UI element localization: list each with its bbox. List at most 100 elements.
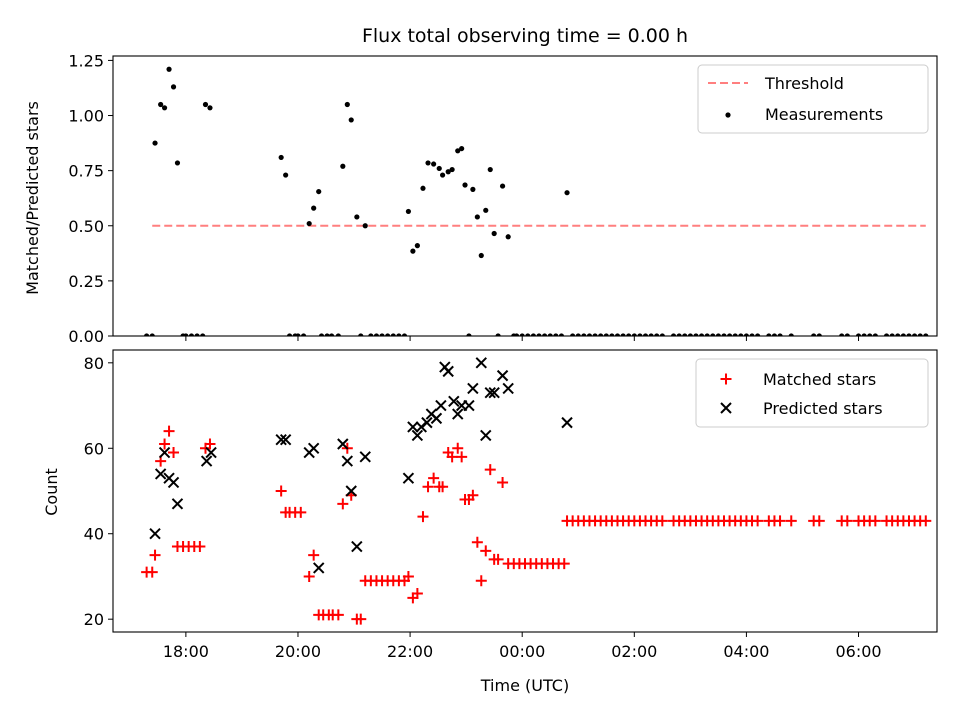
measurement-point <box>726 333 733 336</box>
measurement-point <box>710 333 716 336</box>
bottom-x-tick-label: 00:00 <box>499 642 545 661</box>
measurement-point <box>558 333 565 336</box>
measurement-point <box>872 333 878 336</box>
matched-star-point <box>484 464 496 476</box>
bottom-y-tick-label: 60 <box>84 439 104 458</box>
measurement-point <box>414 243 420 249</box>
measurement-point <box>278 154 284 161</box>
measurement-point <box>368 333 374 336</box>
measurement-point <box>743 333 750 336</box>
predicted-star-point <box>421 416 433 429</box>
measurement-point <box>542 333 548 336</box>
measurement-point <box>839 333 845 336</box>
measurement-point <box>466 333 472 336</box>
matched-star-point <box>411 588 423 600</box>
measurement-point <box>738 333 744 336</box>
measurement-point <box>564 190 570 196</box>
predicted-star-point <box>154 468 167 480</box>
matched-star-point <box>149 549 161 561</box>
legend-measurements-swatch <box>725 112 731 118</box>
matched-star-point <box>422 481 434 493</box>
measurement-point <box>637 333 643 336</box>
matched-star-point <box>303 570 315 582</box>
measurement-point <box>329 333 335 336</box>
matched-stars-points <box>141 425 932 625</box>
matched-star-point <box>480 545 492 557</box>
measurement-point <box>749 333 755 336</box>
measurement-point <box>362 223 368 229</box>
measurement-point <box>844 333 850 336</box>
measurement-point <box>811 333 817 336</box>
predicted-star-point <box>171 498 184 510</box>
measurement-point <box>200 333 206 336</box>
measurement-point <box>318 333 325 336</box>
measurement-point <box>300 333 307 336</box>
predicted-star-point <box>484 387 496 399</box>
predicted-star-point <box>496 369 509 382</box>
measurement-point <box>425 160 431 166</box>
measurement-point <box>152 140 158 146</box>
predicted-star-point <box>463 399 475 412</box>
bottom-legend-box <box>695 358 929 428</box>
measurement-point <box>505 234 511 240</box>
measurement-point <box>777 333 783 336</box>
measurement-point <box>170 84 177 90</box>
measurement-point <box>405 208 412 215</box>
measurement-point <box>693 333 699 336</box>
measurement-point <box>445 169 451 175</box>
matched-star-point <box>308 549 320 561</box>
matched-star-point <box>163 425 175 437</box>
measurement-point <box>614 333 621 336</box>
top-y-tick-label: 1.00 <box>68 107 104 126</box>
matched-star-point <box>332 609 344 621</box>
measurement-point <box>732 333 738 336</box>
measurement-point <box>704 333 710 336</box>
matched-star-point <box>337 498 349 510</box>
measurement-point <box>144 333 150 336</box>
matched-star-point <box>437 481 449 493</box>
matched-star-point <box>492 553 504 565</box>
measurement-point <box>788 333 794 336</box>
predicted-star-point <box>158 446 171 459</box>
top-y-axis-label: Matched/Predicted stars <box>23 101 42 295</box>
bottom-x-tick-label: 04:00 <box>723 642 769 661</box>
measurement-point <box>495 333 501 336</box>
measurement-point <box>344 101 350 108</box>
predicted-star-point <box>561 416 573 429</box>
top-y-tick-label: 0.00 <box>68 327 104 346</box>
measurement-point <box>906 333 912 336</box>
predicted-star-point <box>435 399 447 412</box>
predicted-star-point <box>480 429 492 442</box>
measurement-point <box>626 333 632 336</box>
measurement-point <box>755 333 761 336</box>
top-plot-frame <box>112 55 938 337</box>
measurement-point <box>570 333 576 336</box>
measurement-point <box>575 333 581 336</box>
measurement-point <box>659 333 665 336</box>
matched-star-point <box>428 472 440 484</box>
legend-predicted-label: Predicted stars <box>763 399 883 418</box>
matched-star-point <box>402 570 414 582</box>
predicted-star-point <box>442 365 454 378</box>
measurement-point <box>553 333 559 336</box>
matched-star-point <box>471 536 483 548</box>
bottom-y-axis-label: Count <box>42 468 61 516</box>
measurement-point <box>917 333 923 336</box>
measurement-point <box>410 248 416 254</box>
predicted-star-point <box>452 408 464 420</box>
measurement-point <box>474 214 480 220</box>
measurement-point <box>316 188 322 195</box>
legend-measurements-label: Measurements <box>765 105 883 124</box>
measurement-point <box>348 117 354 123</box>
matched-star-point <box>656 515 668 527</box>
matched-star-point <box>920 515 932 527</box>
measurement-point <box>816 333 822 336</box>
predicted-star-point <box>351 540 363 553</box>
measurement-point <box>449 166 455 173</box>
predicted-star-point <box>411 429 424 442</box>
bottom-x-tick-label: 20:00 <box>275 642 321 661</box>
matched-star-point <box>194 541 206 553</box>
measurement-point <box>483 207 489 213</box>
legend-matched-swatch <box>720 373 732 385</box>
